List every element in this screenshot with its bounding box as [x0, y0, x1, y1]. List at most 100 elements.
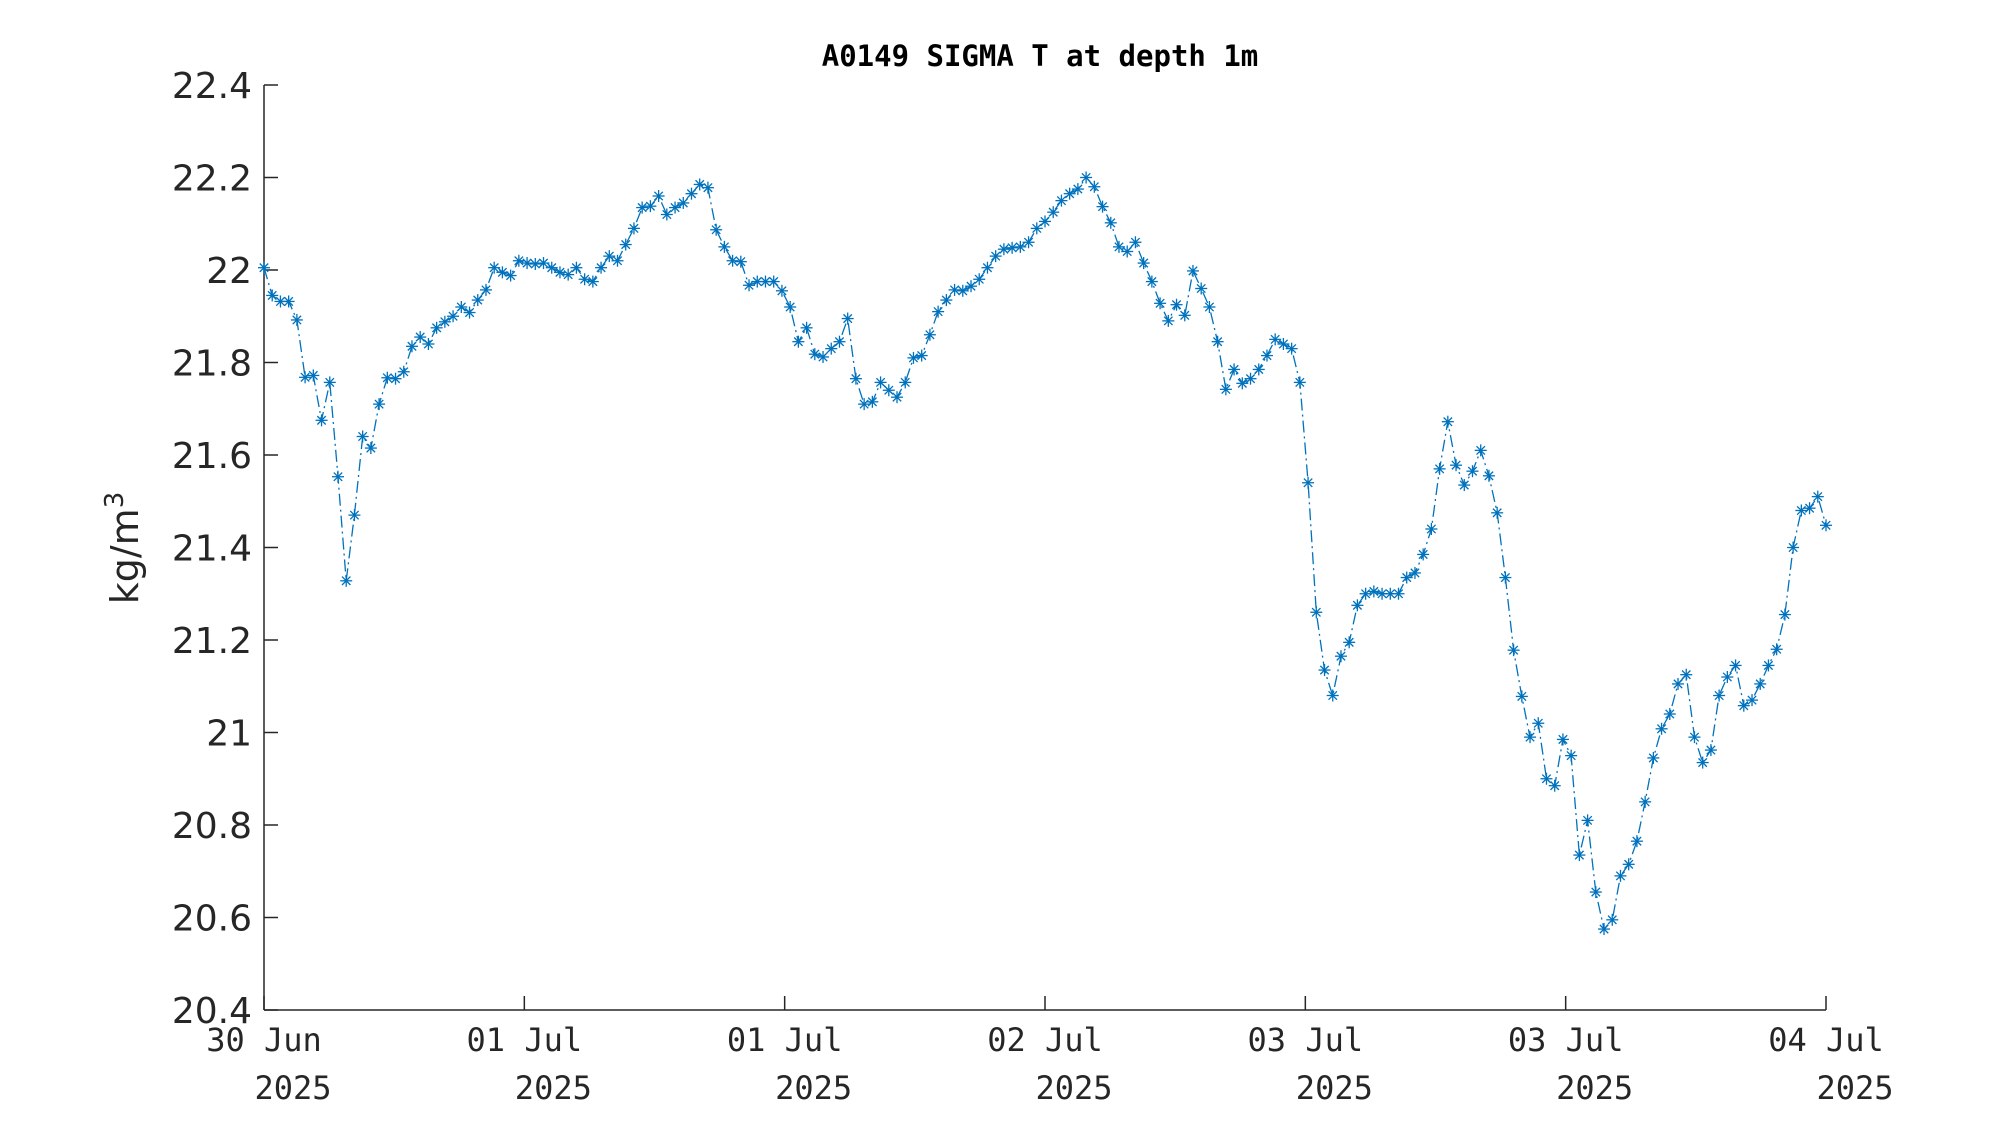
data-point	[1400, 571, 1413, 584]
marker-stroke	[744, 280, 754, 290]
marker-stroke	[596, 263, 606, 273]
x-tick-label-date: 03 Jul	[1248, 1021, 1364, 1059]
marker-stroke	[1352, 600, 1363, 610]
data-point	[315, 414, 328, 427]
marker-stroke	[949, 285, 960, 295]
data-point	[1532, 717, 1545, 730]
data-point	[989, 250, 1002, 263]
marker-stroke	[785, 302, 795, 312]
data-point	[1482, 469, 1495, 482]
data-point	[1104, 216, 1117, 229]
data-point	[767, 275, 780, 288]
y-axis-label-superscript: 3	[100, 492, 130, 509]
data-point	[1047, 206, 1060, 219]
marker-stroke	[991, 251, 1001, 261]
marker-stroke	[267, 290, 277, 301]
x-tick-label-year: 2025	[254, 1069, 331, 1107]
marker-stroke	[851, 374, 861, 384]
x-tick-label-year: 2025	[515, 1069, 592, 1107]
data-point	[997, 243, 1010, 256]
marker-stroke	[637, 202, 647, 213]
y-axis-label: kg/m3	[100, 492, 147, 605]
data-point	[1071, 183, 1084, 196]
marker-stroke	[1599, 924, 1609, 934]
marker-stroke	[719, 242, 730, 252]
data-point	[1022, 236, 1035, 249]
marker-stroke	[1229, 364, 1239, 375]
marker-stroke	[1484, 471, 1494, 481]
data-point	[1458, 479, 1471, 492]
marker-stroke	[1402, 572, 1412, 583]
marker-stroke	[982, 263, 993, 273]
marker-stroke	[1780, 609, 1790, 620]
data-point	[1680, 668, 1693, 681]
marker-stroke	[1451, 460, 1461, 470]
data-point	[1548, 779, 1561, 792]
data-point	[1318, 664, 1331, 677]
marker-stroke	[1097, 201, 1108, 212]
data-point	[1260, 349, 1273, 362]
chart-title: A0149 SIGMA T at depth 1m	[822, 39, 1259, 73]
marker-stroke	[686, 189, 697, 199]
marker-stroke	[1467, 466, 1478, 476]
marker-stroke	[752, 276, 762, 287]
marker-stroke	[1204, 302, 1215, 312]
data-point	[1598, 923, 1611, 936]
y-axis-ticks: 20.4 20.6 20.8 21 21.2 21.4 21.6 21.8 22 22.2 22.4	[172, 66, 278, 1032]
marker-stroke	[300, 372, 310, 382]
data-point	[331, 470, 344, 483]
marker-stroke	[621, 239, 631, 250]
data-point	[1696, 756, 1709, 769]
marker-stroke	[1698, 757, 1708, 768]
marker-stroke	[818, 352, 828, 362]
data-point	[1433, 462, 1446, 475]
data-point	[266, 289, 279, 302]
marker-stroke	[1114, 242, 1124, 252]
marker-stroke	[1130, 237, 1141, 247]
y-tick-label: 21.6	[172, 436, 252, 477]
marker-stroke	[1772, 644, 1782, 654]
data-point	[1672, 677, 1685, 690]
data-point	[792, 335, 805, 348]
marker-stroke	[1459, 480, 1469, 490]
marker-stroke	[1188, 266, 1198, 276]
marker-stroke	[473, 295, 483, 305]
data-point	[726, 254, 739, 267]
data-point	[1162, 314, 1175, 327]
marker-stroke	[1517, 691, 1527, 702]
marker-stroke	[1147, 276, 1157, 287]
marker-stroke	[1763, 660, 1774, 671]
data-point	[660, 208, 673, 221]
marker-stroke	[292, 315, 302, 325]
marker-stroke	[481, 285, 491, 295]
data-point	[1737, 699, 1750, 712]
marker-stroke	[423, 339, 434, 349]
x-tick-label-date: 03 Jul	[1508, 1021, 1624, 1059]
marker-stroke	[966, 281, 976, 291]
y-tick-label: 21.4	[172, 529, 252, 570]
x-tick-label-date: 01 Jul	[727, 1021, 843, 1059]
marker-stroke	[399, 367, 409, 377]
data-point	[1310, 606, 1323, 619]
marker-stroke	[316, 415, 327, 425]
data-point	[282, 295, 295, 308]
marker-stroke	[1541, 774, 1552, 784]
marker-stroke	[662, 209, 672, 220]
data-point	[710, 223, 723, 236]
marker-stroke	[1656, 724, 1667, 734]
marker-stroke	[1138, 258, 1149, 268]
data-point	[545, 261, 558, 274]
x-tick-label-year: 2025	[1296, 1069, 1373, 1107]
marker-stroke	[1278, 339, 1289, 349]
marker-stroke	[1426, 524, 1437, 534]
data-point	[603, 250, 616, 263]
data-point	[364, 442, 377, 455]
data-point	[1302, 476, 1315, 489]
data-point	[1803, 502, 1816, 515]
marker-stroke	[1508, 645, 1519, 655]
data-point	[1228, 363, 1241, 376]
data-point	[981, 261, 994, 274]
marker-stroke	[1122, 246, 1132, 257]
marker-stroke	[793, 337, 804, 347]
y-tick-label: 22.2	[172, 159, 252, 200]
